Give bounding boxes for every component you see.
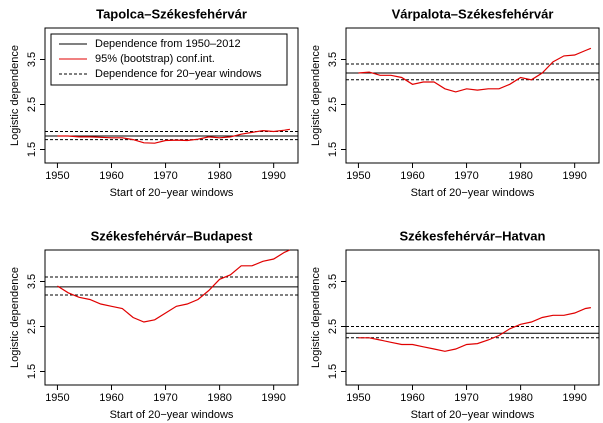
x-tick-label: 1950: [45, 170, 69, 182]
y-axis-label: Logistic dependence: [310, 45, 322, 146]
x-tick-label: 1980: [207, 170, 231, 182]
x-tick-label: 1990: [261, 170, 285, 182]
y-tick-label: 2.5: [26, 97, 38, 112]
x-tick-label: 1960: [99, 170, 123, 182]
x-tick-label: 1950: [45, 392, 69, 404]
y-tick-label: 2.5: [327, 319, 339, 334]
y-tick-label: 1.5: [327, 142, 339, 157]
x-tick-label: 1990: [562, 170, 586, 182]
x-tick-label: 1960: [400, 170, 424, 182]
x-tick-label: 1980: [508, 392, 532, 404]
legend-label: 95% (bootstrap) conf.int.: [95, 53, 215, 65]
panel-title: Székesfehérvár–Hatvan: [400, 228, 546, 243]
y-tick-label: 1.5: [26, 364, 38, 379]
x-axis-label: Start of 20−year windows: [411, 409, 535, 421]
y-tick-label: 3.5: [327, 274, 339, 289]
data-line: [57, 249, 291, 323]
x-tick-label: 1970: [153, 392, 177, 404]
x-tick-label: 1950: [346, 170, 370, 182]
plot-box: [345, 27, 600, 164]
x-tick-label: 1980: [207, 392, 231, 404]
x-axis-label: Start of 20−year windows: [110, 409, 234, 421]
y-axis-label: Logistic dependence: [9, 45, 21, 146]
y-tick-label: 3.5: [327, 52, 339, 67]
x-axis-label: Start of 20−year windows: [411, 187, 535, 199]
y-tick-label: 1.5: [327, 364, 339, 379]
legend-label: Dependence from 1950–2012: [95, 38, 241, 50]
y-tick-label: 3.5: [26, 52, 38, 67]
plot-box: [44, 249, 299, 386]
x-tick-label: 1970: [454, 392, 478, 404]
x-tick-label: 1990: [562, 392, 586, 404]
panel-title: Tapolca–Székesfehérvár: [96, 6, 247, 21]
data-line: [358, 307, 591, 352]
x-tick-label: 1970: [454, 170, 478, 182]
x-tick-label: 1980: [508, 170, 532, 182]
data-line: [358, 47, 592, 93]
x-tick-label: 1960: [400, 392, 424, 404]
panel-title: Várpalota–Székesfehérvár: [392, 6, 554, 21]
x-tick-label: 1950: [346, 392, 370, 404]
y-axis-label: Logistic dependence: [310, 267, 322, 368]
x-tick-label: 1960: [99, 392, 123, 404]
y-tick-label: 2.5: [327, 97, 339, 112]
x-tick-label: 1970: [153, 170, 177, 182]
y-tick-label: 3.5: [26, 274, 38, 289]
y-tick-label: 2.5: [26, 319, 38, 334]
plot-box: [44, 27, 299, 164]
data-line: [57, 128, 290, 144]
y-tick-label: 1.5: [26, 142, 38, 157]
x-axis-label: Start of 20−year windows: [110, 187, 234, 199]
x-tick-label: 1990: [261, 392, 285, 404]
legend-box: [50, 33, 288, 86]
y-axis-label: Logistic dependence: [9, 267, 21, 368]
panel-title: Székesfehérvár–Budapest: [91, 228, 254, 243]
legend-label: Dependence for 20−year windows: [95, 68, 262, 80]
plot-box: [345, 249, 600, 386]
